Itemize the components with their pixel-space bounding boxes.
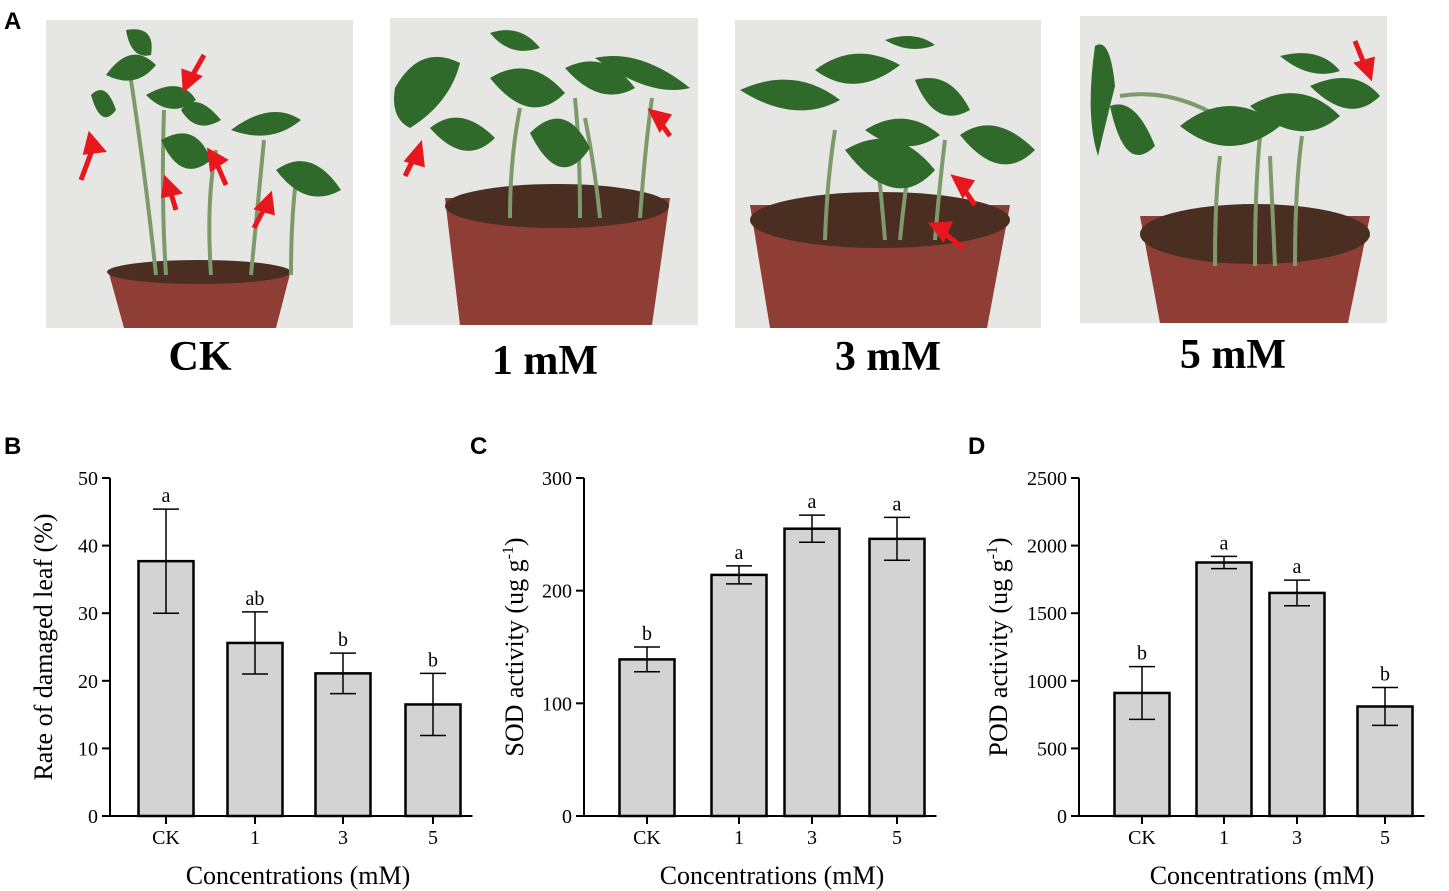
chart-d-significance-label: a — [1293, 556, 1302, 578]
chart-d-y-tick-label: 1000 — [1027, 671, 1067, 693]
chart-b-significance-label: a — [162, 485, 171, 507]
chart-c-x-tick-label: 3 — [807, 827, 817, 849]
chart-b-bar — [314, 672, 372, 818]
chart-c-bar — [783, 527, 841, 818]
chart-d-significance-label: b — [1380, 664, 1390, 686]
photo-label-1mm: 1 mM — [491, 338, 599, 384]
chart-d-significance-label: a — [1220, 532, 1229, 554]
chart-c-y-tick-label: 300 — [542, 468, 572, 490]
chart-d-x-tick-label: 5 — [1380, 827, 1390, 849]
chart-c-x-tick-label: 5 — [892, 827, 902, 849]
chart-c-y-tick-label: 200 — [542, 581, 572, 603]
chart-d-x-tick-label: CK — [1128, 827, 1156, 849]
photo-label-5mm: 5 mM — [1179, 332, 1287, 378]
chart-b-x-label: Concentrations (mM) — [186, 861, 411, 890]
chart-c-significance-label: b — [642, 623, 652, 645]
panel-label-d: D — [968, 433, 986, 460]
chart-b-y-tick-label: 10 — [78, 738, 98, 760]
chart-c-significance-label: a — [808, 491, 817, 513]
chart-d-x-label: Concentrations (mM) — [1150, 861, 1375, 890]
photo-label-ck: CK — [168, 334, 232, 380]
chart-c-y-tick-label: 0 — [562, 806, 572, 828]
chart-b-y-tick-label: 50 — [78, 468, 98, 490]
chart-c-bar — [618, 658, 676, 818]
chart-b-y-tick-label: 20 — [78, 671, 98, 693]
chart-b-x-tick-label: CK — [152, 827, 180, 849]
chart-c-x-tick-label: 1 — [734, 827, 744, 849]
chart-b-y-tick-label: 0 — [88, 806, 98, 828]
plant-photo-5mm — [1080, 16, 1387, 323]
chart-c-significance-label: a — [735, 542, 744, 564]
chart-b-significance-label: b — [338, 629, 348, 651]
panel-label-c: C — [470, 433, 488, 460]
chart-c-x-label: Concentrations (mM) — [660, 861, 885, 890]
plant-photo-ck — [46, 20, 353, 328]
chart-d-y-tick-label: 2500 — [1027, 468, 1067, 490]
panel-label-a: A — [4, 8, 22, 35]
chart-b-y-label: Rate of damaged leaf (%) — [29, 513, 58, 780]
chart-d-y-tick-label: 500 — [1037, 738, 1067, 760]
panel-label-b: B — [4, 433, 22, 460]
chart-c-y-label: SOD activity (ug g-1) — [500, 537, 529, 756]
chart-d-x-tick-label: 1 — [1219, 827, 1229, 849]
chart-d-y-tick-label: 1500 — [1027, 603, 1067, 625]
chart-b-x-tick-label: 5 — [428, 827, 438, 849]
chart-d-y-tick-label: 2000 — [1027, 536, 1067, 558]
photo-label-3mm: 3 mM — [834, 334, 942, 380]
plant-photo-3mm — [735, 20, 1041, 328]
chart-b-y-tick-label: 40 — [78, 536, 98, 558]
chart-d-y-label: POD activity (ug g-1) — [984, 537, 1013, 756]
chart-b-x-tick-label: 1 — [250, 827, 260, 849]
chart-b-y-tick-label: 30 — [78, 603, 98, 625]
chart-d-bar — [1195, 561, 1253, 818]
chart-d-x-tick-label: 3 — [1292, 827, 1302, 849]
chart-b-significance-label: ab — [246, 588, 265, 610]
chart-b-significance-label: b — [428, 649, 438, 671]
chart-d-significance-label: b — [1137, 643, 1147, 665]
chart-d-bar — [1268, 591, 1326, 818]
plant-photo-1mm — [390, 18, 698, 325]
chart-c-y-tick-label: 100 — [542, 693, 572, 715]
chart-c-significance-label: a — [893, 493, 902, 515]
chart-c-bar — [710, 573, 768, 818]
chart-c-x-tick-label: CK — [633, 827, 661, 849]
chart-b-x-tick-label: 3 — [338, 827, 348, 849]
chart-c-bar — [868, 537, 926, 818]
chart-d-y-tick-label: 0 — [1057, 806, 1067, 828]
